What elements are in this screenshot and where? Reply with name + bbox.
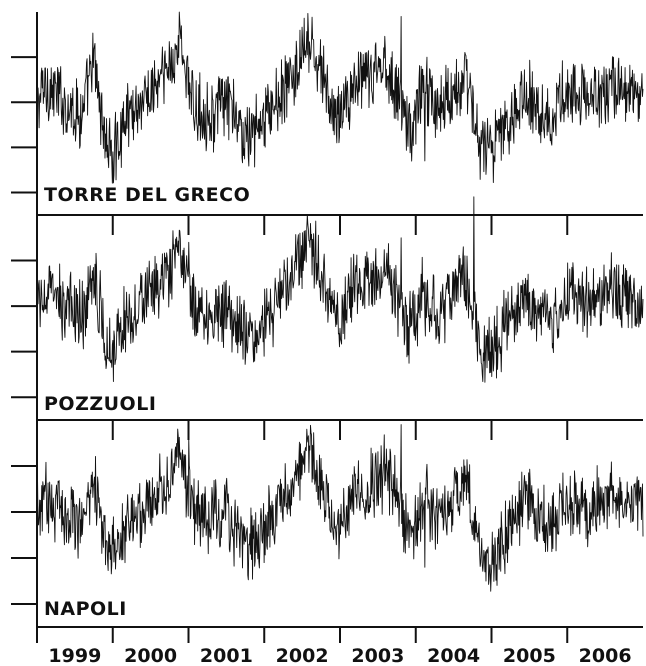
panels-group: TORRE DEL GRECO POZZUOLI NAPOLI <box>11 11 644 628</box>
series-line <box>36 424 644 592</box>
x-axis: 1999 2000 2001 2002 2003 2004 2005 2006 <box>36 12 632 666</box>
panel-label: POZZUOLI <box>44 393 156 415</box>
series-line <box>36 11 644 184</box>
x-tick-label: 2004 <box>427 645 480 666</box>
series-line <box>36 196 644 383</box>
x-tick-label: 2005 <box>503 645 556 666</box>
panel-napoli: NAPOLI <box>11 424 644 628</box>
panel-pozzuoli: POZZUOLI <box>11 196 644 440</box>
x-tick-label: 2002 <box>276 645 329 666</box>
panel-torre-del-greco: TORRE DEL GRECO <box>11 11 644 235</box>
x-tick-label: 2006 <box>579 645 632 666</box>
x-tick-label: 2003 <box>351 645 404 666</box>
x-tick-label: 1999 <box>48 645 101 666</box>
panel-label: TORRE DEL GRECO <box>44 184 250 206</box>
x-tick-label: 2001 <box>200 645 253 666</box>
x-tick-label: 2000 <box>124 645 177 666</box>
panel-label: NAPOLI <box>44 598 127 620</box>
